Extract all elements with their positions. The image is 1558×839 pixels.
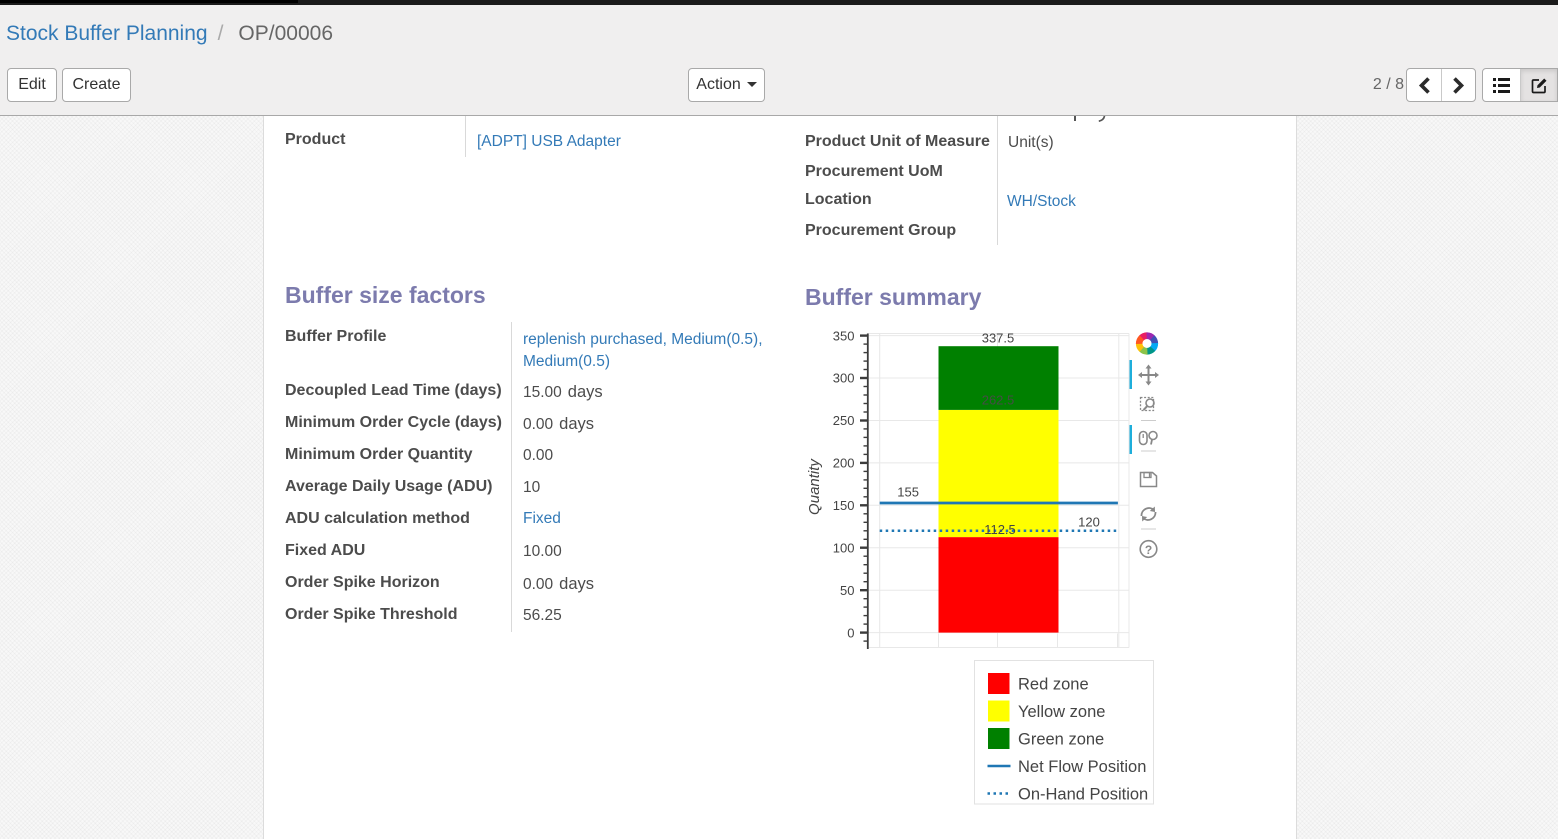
svg-text:50: 50 [840, 583, 854, 598]
svg-text:Net Flow Position: Net Flow Position [1018, 758, 1146, 776]
svg-text:Green zone: Green zone [1018, 731, 1104, 749]
svg-text:Yellow zone: Yellow zone [1018, 703, 1105, 721]
svg-text:200: 200 [833, 456, 855, 471]
svg-text:300: 300 [833, 371, 855, 386]
svg-text:250: 250 [833, 413, 855, 428]
svg-text:Red zone: Red zone [1018, 676, 1089, 694]
svg-text:On-Hand Position: On-Hand Position [1018, 786, 1148, 804]
svg-text:150: 150 [833, 498, 855, 513]
svg-text:100: 100 [833, 540, 855, 555]
svg-text:337.5: 337.5 [982, 331, 1015, 346]
svg-text:Quantity: Quantity [806, 458, 823, 515]
svg-text:155: 155 [897, 485, 919, 500]
svg-text:0: 0 [847, 625, 854, 640]
svg-text:120: 120 [1078, 515, 1100, 530]
svg-text:112.5: 112.5 [984, 522, 1016, 537]
svg-text:?: ? [1145, 543, 1152, 557]
svg-text:262.5: 262.5 [982, 392, 1015, 407]
svg-text:350: 350 [833, 328, 855, 343]
